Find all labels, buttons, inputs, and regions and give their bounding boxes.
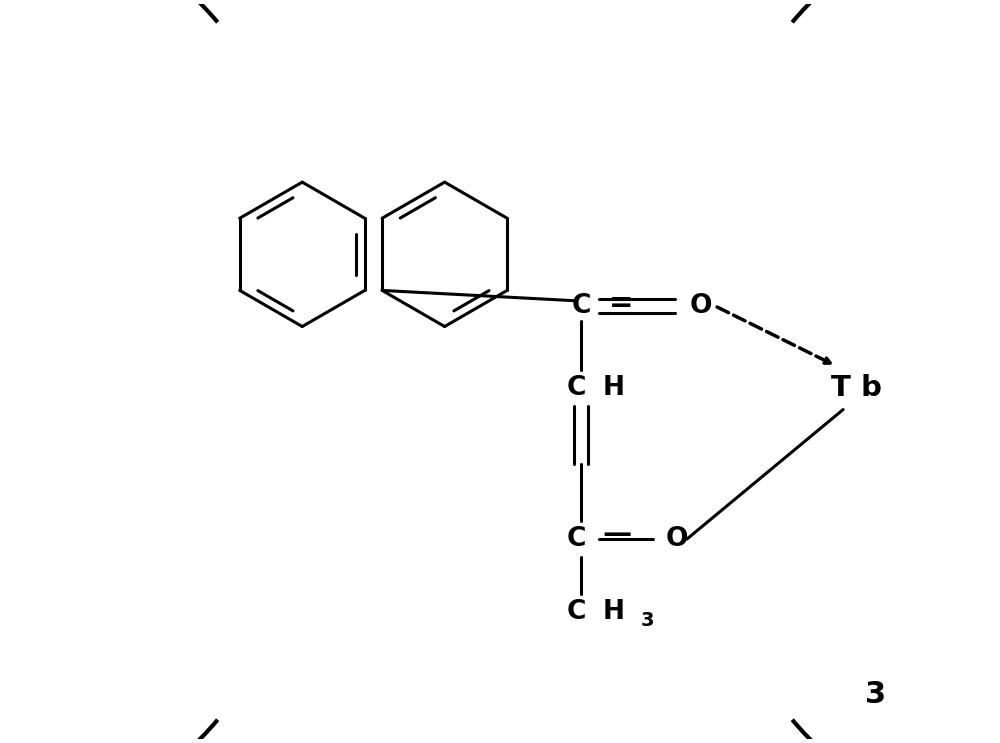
Text: C: C: [571, 293, 591, 319]
Text: —: —: [603, 520, 632, 548]
Text: H: H: [603, 374, 625, 400]
Text: T b: T b: [831, 374, 882, 402]
Text: C: C: [566, 526, 586, 552]
Text: 3: 3: [865, 680, 886, 709]
Text: C: C: [566, 374, 586, 400]
Text: O: O: [665, 526, 688, 552]
Text: O: O: [690, 293, 712, 319]
Text: C: C: [566, 600, 586, 626]
Text: H: H: [603, 600, 625, 626]
Text: =: =: [609, 289, 633, 317]
Text: 3: 3: [640, 611, 654, 629]
